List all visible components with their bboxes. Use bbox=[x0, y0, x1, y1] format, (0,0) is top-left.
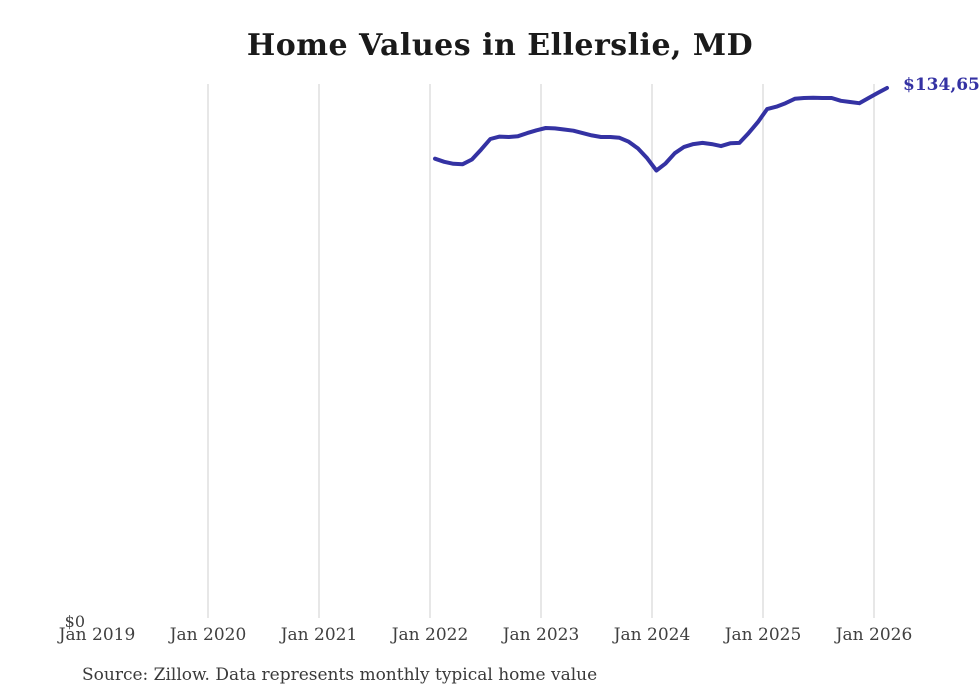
x-axis-label: Jan 2019 bbox=[58, 625, 136, 645]
x-axis-label: Jan 2026 bbox=[835, 625, 913, 645]
x-axis-label: Jan 2023 bbox=[502, 625, 580, 645]
last-value-label: $134,653 bbox=[903, 75, 980, 95]
x-axis-label: Jan 2022 bbox=[391, 625, 469, 645]
chart-title: Home Values in Ellerslie, MD bbox=[246, 28, 754, 63]
home-value-line-series bbox=[433, 86, 889, 173]
x-axis-label: Jan 2025 bbox=[724, 625, 802, 645]
x-axis-label: Jan 2024 bbox=[613, 625, 691, 645]
x-axis-label: Jan 2021 bbox=[280, 625, 358, 645]
x-axis-label: Jan 2020 bbox=[169, 625, 247, 645]
y-axis-zero-tick-label: $0 bbox=[64, 612, 85, 631]
source-note: Source: Zillow. Data represents monthly … bbox=[82, 665, 598, 685]
